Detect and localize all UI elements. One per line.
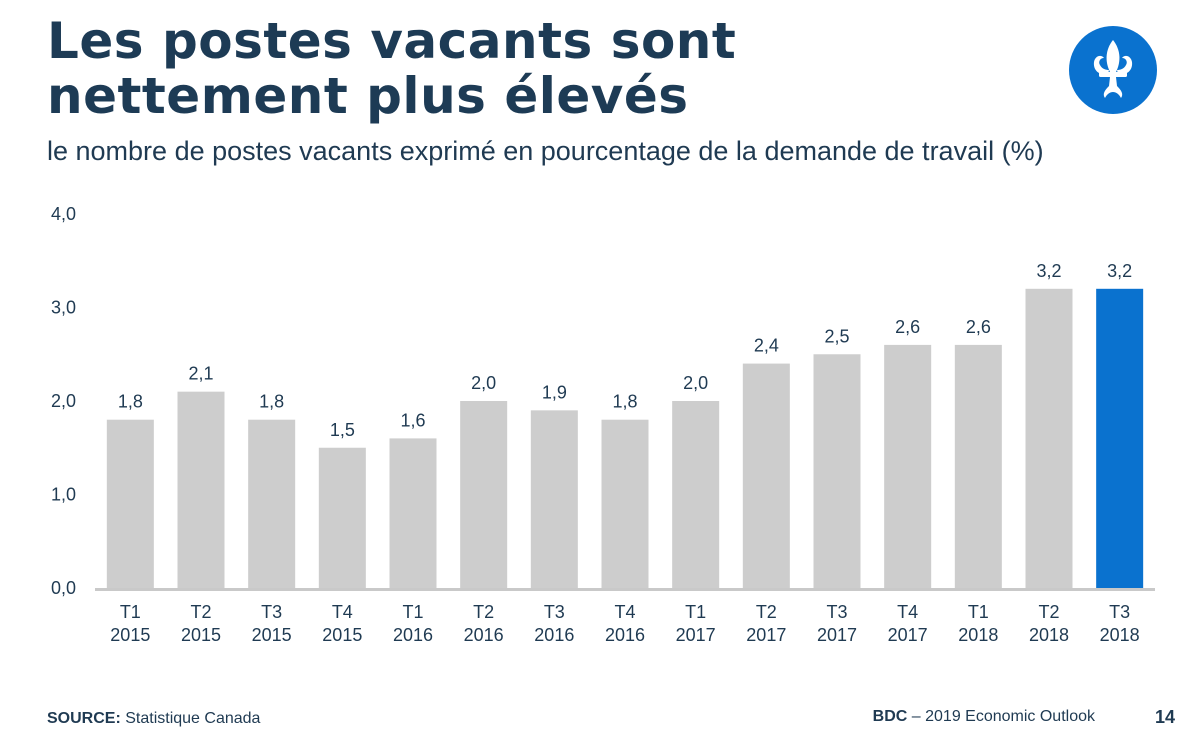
x-tick-label: T4 <box>332 602 353 622</box>
x-tick-label: T4 <box>614 602 635 622</box>
bar <box>954 344 1002 588</box>
source-text: Statistique Canada <box>125 710 261 727</box>
x-tick-label-year: 2018 <box>1029 625 1069 645</box>
bar-chart: 0,0 1,0 2,0 3,0 4,0 1,8 2,1 1,8 1,5 1,6 2,0 1,9 1,8… <box>51 204 1155 645</box>
x-tick-label-year: 2017 <box>888 625 928 645</box>
x-tick-label-year: 2015 <box>252 625 292 645</box>
data-label: 1,6 <box>400 410 425 430</box>
data-label: 2,6 <box>966 317 991 337</box>
data-label: 1,8 <box>259 392 284 412</box>
x-tick-label-year: 2016 <box>605 625 645 645</box>
x-tick-label: T3 <box>261 602 282 622</box>
data-label: 1,8 <box>118 392 143 412</box>
bar <box>389 438 437 588</box>
x-tick-label-year: 2018 <box>1100 625 1140 645</box>
data-label: 1,8 <box>612 392 637 412</box>
data-label: 2,4 <box>754 336 779 356</box>
x-tick-label: T3 <box>1109 602 1130 622</box>
x-tick-label: T1 <box>968 602 989 622</box>
x-tick-label: T1 <box>402 602 423 622</box>
x-tick-label-year: 2015 <box>181 625 221 645</box>
data-label: 2,5 <box>824 326 849 346</box>
y-tick-label: 0,0 <box>51 578 76 598</box>
data-label: 1,5 <box>330 420 355 440</box>
y-tick-label: 2,0 <box>51 391 76 411</box>
x-tick-label: T2 <box>190 602 211 622</box>
y-tick-label: 3,0 <box>51 298 76 318</box>
x-tick-label-year: 2018 <box>958 625 998 645</box>
bar <box>460 401 508 588</box>
slide-title: Les postes vacants sont nettement plus é… <box>47 12 737 125</box>
data-label: 3,2 <box>1036 261 1061 281</box>
bar <box>106 419 154 588</box>
data-label: 2,6 <box>895 317 920 337</box>
data-label: 2,0 <box>683 373 708 393</box>
data-label: 2,1 <box>188 364 213 384</box>
source-note: SOURCE: Statistique Canada <box>47 710 260 728</box>
bar <box>1025 288 1073 588</box>
x-tick-label: T3 <box>826 602 847 622</box>
bar <box>530 410 578 588</box>
x-tick-label-year: 2017 <box>676 625 716 645</box>
y-tick-label: 1,0 <box>51 485 76 505</box>
x-tick-label: T4 <box>897 602 918 622</box>
x-tick-label-year: 2016 <box>464 625 504 645</box>
bar <box>248 419 296 588</box>
bar <box>742 363 790 588</box>
x-tick-label-year: 2015 <box>110 625 150 645</box>
bar <box>672 401 720 588</box>
x-tick-label-year: 2015 <box>322 625 362 645</box>
source-label: SOURCE: <box>47 710 121 727</box>
bar <box>884 344 932 588</box>
bar <box>318 447 366 588</box>
bar <box>813 354 861 588</box>
x-tick-label-year: 2016 <box>393 625 433 645</box>
data-label: 3,2 <box>1107 261 1132 281</box>
x-tick-label-year: 2017 <box>817 625 857 645</box>
bar <box>601 419 649 588</box>
footer-brand: BDC – 2019 Economic Outlook <box>873 708 1095 726</box>
x-tick-label-year: 2017 <box>746 625 786 645</box>
page-number: 14 <box>1155 707 1176 727</box>
x-tick-label: T2 <box>1038 602 1059 622</box>
bar <box>177 391 225 588</box>
bar <box>1096 288 1144 588</box>
x-tick-label: T2 <box>473 602 494 622</box>
data-label: 1,9 <box>542 382 567 402</box>
x-tick-label: T2 <box>756 602 777 622</box>
fleur-de-lis-icon <box>1069 26 1157 114</box>
chart-subtitle: le nombre de postes vacants exprimé en p… <box>47 136 1044 166</box>
data-label: 2,0 <box>471 373 496 393</box>
x-tick-label: T3 <box>544 602 565 622</box>
y-tick-label: 4,0 <box>51 204 76 224</box>
x-tick-label: T1 <box>120 602 141 622</box>
brand-text: – 2019 Economic Outlook <box>911 708 1095 725</box>
x-tick-label: T1 <box>685 602 706 622</box>
brand-name: BDC <box>872 708 908 725</box>
x-tick-label-year: 2016 <box>534 625 574 645</box>
